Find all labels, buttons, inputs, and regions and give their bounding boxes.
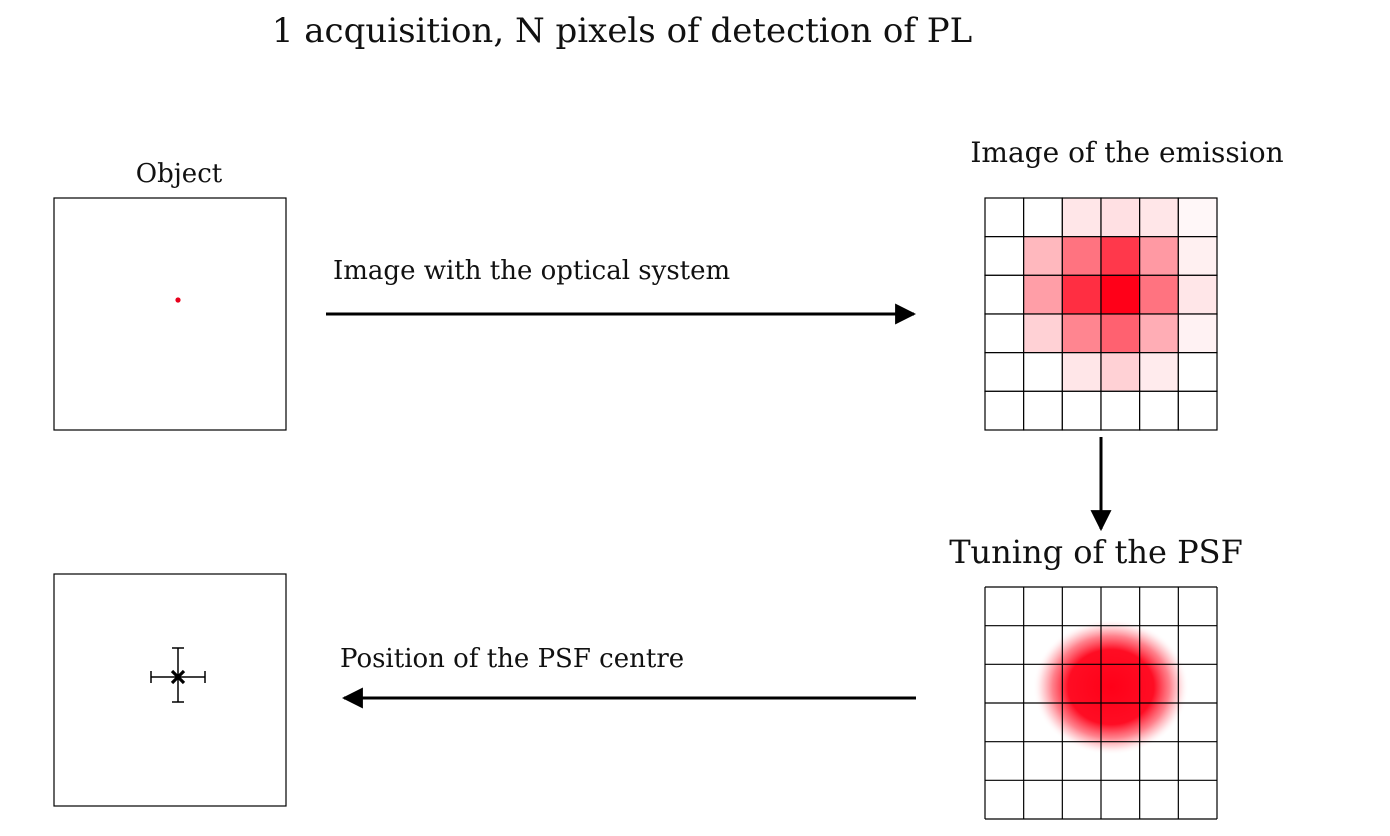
emission-pixel bbox=[1100, 197, 1141, 238]
position-arrow-label: Position of the PSF centre bbox=[340, 644, 684, 674]
emission-label: Image of the emission bbox=[970, 136, 1283, 169]
emission-pixel bbox=[1139, 274, 1179, 315]
emission-pixel bbox=[1100, 236, 1141, 276]
emission-pixel bbox=[1023, 390, 1063, 431]
emission-pixel bbox=[1177, 313, 1218, 354]
emission-pixel bbox=[1100, 390, 1141, 431]
emission-pixel bbox=[1139, 313, 1179, 354]
result-frame bbox=[53, 573, 287, 807]
emission-pixel bbox=[1061, 313, 1102, 354]
optical-arrow-label: Image with the optical system bbox=[333, 256, 730, 286]
position-arrow: Position of the PSF centre bbox=[340, 644, 916, 709]
emission-pixel bbox=[984, 236, 1025, 276]
emission-pixel bbox=[1061, 352, 1102, 392]
psf-panel: Tuning of the PSF bbox=[949, 533, 1243, 820]
emission-pixel bbox=[1139, 352, 1179, 392]
emission-pixel bbox=[1061, 274, 1102, 315]
emission-pixel bbox=[1177, 390, 1218, 431]
emission-pixel bbox=[1023, 274, 1063, 315]
emission-pixel bbox=[1139, 390, 1179, 431]
emission-pixel bbox=[1061, 236, 1102, 276]
emission-pixel bbox=[984, 313, 1025, 354]
object-panel: Object bbox=[53, 159, 287, 431]
object-frame bbox=[53, 197, 287, 431]
psf-pixel-grid bbox=[984, 586, 1218, 820]
emission-pixel bbox=[1023, 352, 1063, 392]
emission-pixel bbox=[1061, 197, 1102, 238]
emission-pixel bbox=[1177, 352, 1218, 392]
emission-pixel bbox=[1023, 197, 1063, 238]
psf-label: Tuning of the PSF bbox=[949, 533, 1243, 571]
optical-arrow: Image with the optical system bbox=[326, 256, 917, 325]
emission-pixel bbox=[1100, 274, 1141, 315]
emission-pixel bbox=[1023, 313, 1063, 354]
emission-pixel bbox=[1023, 236, 1063, 276]
psf-centre-cross-icon bbox=[170, 669, 186, 685]
diagram-title: 1 acquisition, N pixels of detection of … bbox=[272, 11, 972, 51]
emission-pixel bbox=[984, 197, 1025, 238]
emission-pixel-grid bbox=[984, 197, 1218, 431]
emission-pixel bbox=[1177, 274, 1218, 315]
emission-pixel bbox=[1100, 313, 1141, 354]
emission-pixel bbox=[984, 352, 1025, 392]
emission-pixel bbox=[1177, 197, 1218, 238]
emission-pixel bbox=[1177, 236, 1218, 276]
emission-pixel bbox=[984, 274, 1025, 315]
result-panel bbox=[53, 573, 287, 807]
point-emitter-dot bbox=[175, 297, 181, 303]
emission-pixel bbox=[984, 390, 1025, 431]
emission-pixel bbox=[1100, 352, 1141, 392]
emission-pixel bbox=[1139, 197, 1179, 238]
psf-fit-blob bbox=[1033, 619, 1189, 755]
object-label: Object bbox=[136, 159, 223, 189]
emission-panel: Image of the emission bbox=[970, 136, 1284, 431]
emission-pixel bbox=[1061, 390, 1102, 431]
emission-pixel bbox=[1139, 236, 1179, 276]
